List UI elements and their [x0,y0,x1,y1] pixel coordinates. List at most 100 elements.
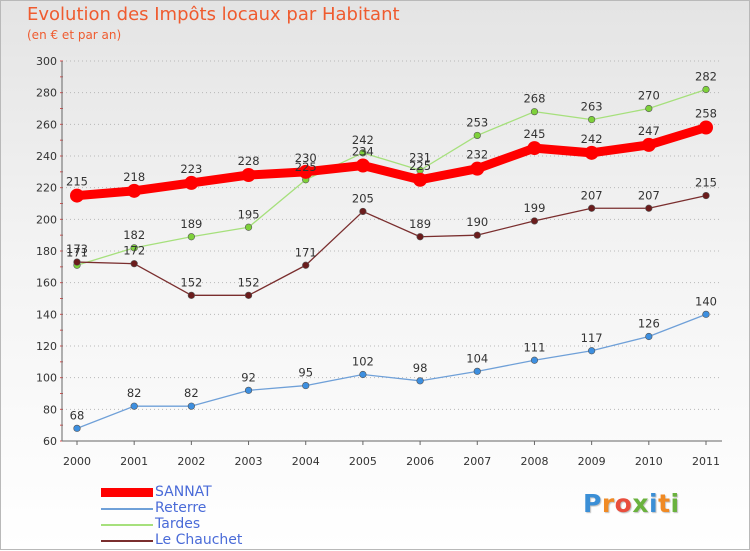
axis-layer: 60 80 100 120 140 160 180 200 220 240 260 280 300 200… [36,55,722,468]
logo-letter: i [649,489,659,518]
data-point [527,141,542,156]
x-tick-label: 2007 [463,455,491,468]
y-tick-label: 180 [36,245,57,258]
logo-letter: t [658,489,671,518]
y-tick-label: 100 [36,372,57,385]
series-sannat [70,120,713,203]
data-label: 247 [638,124,660,138]
legend-item: SANNAT [101,484,301,501]
data-label: 268 [523,92,545,106]
data-point [355,158,370,173]
x-tick-label: 2009 [578,455,606,468]
data-label: 242 [352,133,374,147]
data-label: 171 [295,245,317,259]
data-label: 190 [466,215,488,229]
data-point [359,370,367,379]
data-label: 234 [352,145,374,159]
y-tick-label: 200 [36,213,57,226]
data-point [413,172,428,187]
data-label: 68 [70,408,85,422]
data-point [70,188,84,203]
x-tick-label: 2005 [349,455,377,468]
x-tick-label: 2008 [520,455,548,468]
data-point [645,204,653,212]
data-label: 242 [581,132,603,146]
data-point [645,104,653,113]
y-tick-label: 160 [36,277,57,290]
legend-swatch [101,524,153,526]
chart-title: Evolution des Impôts locaux par Habitant [27,4,400,25]
data-label: 207 [581,188,603,202]
data-point [244,291,253,299]
data-label: 263 [581,100,603,114]
series-line [76,88,707,266]
data-point [127,183,142,198]
data-label: 228 [238,154,260,168]
data-point [130,402,138,410]
legend-item: Tardes [101,516,301,533]
data-label: 82 [127,386,142,400]
legend-swatch [101,488,153,497]
y-tick-label: 140 [36,308,57,321]
data-point [359,149,367,157]
data-label: 231 [409,150,431,164]
legend-swatch [101,508,153,510]
data-label: 111 [523,340,545,354]
data-label: 205 [352,191,374,205]
data-point [702,310,710,318]
data-label: 207 [638,188,660,202]
series-layer [70,85,713,432]
data-point [73,424,81,432]
data-label: 82 [184,386,199,400]
data-point [588,204,596,212]
legend-label: Le Chauchet [155,532,243,548]
data-point [473,131,481,140]
data-label: 258 [695,107,717,121]
y-tick-label: 260 [36,118,57,131]
data-label: 152 [180,275,202,289]
data-label: 270 [638,89,660,103]
data-label: 104 [466,351,488,365]
data-point [187,402,195,410]
data-label: 223 [180,162,202,176]
y-tick-label: 80 [43,403,57,416]
y-tick-label: 280 [36,87,57,100]
grid-layer [62,60,722,442]
data-label: 189 [409,217,431,231]
data-label: 189 [180,217,202,231]
series-line [76,313,707,429]
x-tick-label: 2011 [692,455,720,468]
proxiti-logo: Proxiti [583,489,680,518]
data-label: 152 [238,275,260,289]
data-point [187,233,195,241]
data-point [184,175,199,190]
data-label: 172 [123,244,145,258]
data-label: 215 [695,176,717,190]
data-label: 126 [638,317,660,331]
series-line [72,123,711,201]
chart-subtitle: (en € et par an) [27,28,122,42]
x-tick-label: 2010 [635,455,663,468]
data-label: 92 [241,370,256,384]
y-tick-label: 220 [36,182,57,195]
data-point [702,191,710,200]
data-point [588,347,596,355]
data-label: 230 [295,151,317,165]
data-label: 98 [413,361,428,375]
y-tick-label: 300 [36,55,57,68]
series-tardes [73,85,710,269]
logo-letter: P [583,489,602,518]
data-label: 102 [352,355,374,369]
x-tick-label: 2001 [120,455,148,468]
data-point [473,231,481,239]
legend-item: Le Chauchet [101,532,301,549]
legend-swatch [101,540,153,542]
data-label: 282 [695,70,717,84]
data-label: 182 [123,228,145,242]
data-label: 199 [523,201,545,215]
data-label: 215 [66,175,88,189]
data-point [241,168,256,182]
legend-label: SANNAT [155,484,212,500]
x-tick-label: 2000 [63,455,91,468]
